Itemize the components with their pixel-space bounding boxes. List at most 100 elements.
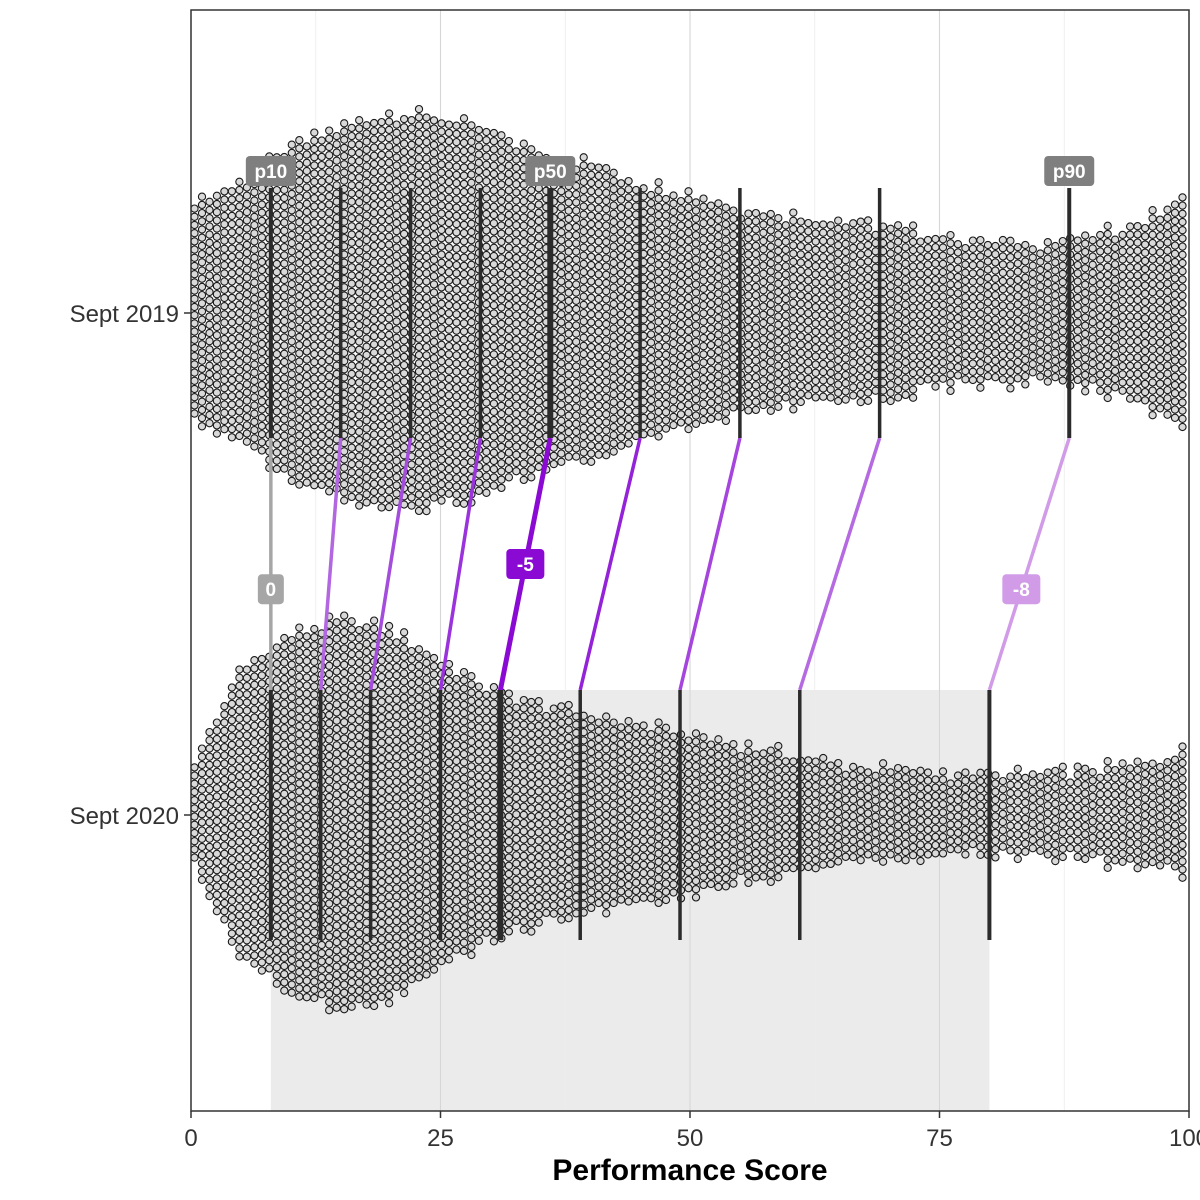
data-point xyxy=(594,302,603,312)
data-point xyxy=(901,292,910,301)
data-point xyxy=(1148,296,1157,305)
data-point xyxy=(714,199,723,208)
data-point xyxy=(489,186,499,195)
data-point xyxy=(250,327,259,336)
data-point xyxy=(384,224,394,233)
data-point xyxy=(422,433,431,442)
data-point xyxy=(257,704,267,713)
data-point xyxy=(295,332,304,342)
data-point xyxy=(579,308,588,318)
data-point xyxy=(429,214,439,223)
data-point xyxy=(362,984,371,993)
data-point xyxy=(1125,255,1135,264)
data-point xyxy=(340,882,349,891)
data-point xyxy=(616,236,626,245)
data-point xyxy=(691,411,701,420)
data-point xyxy=(197,801,207,811)
data-point xyxy=(557,310,566,319)
data-point xyxy=(414,285,424,294)
data-point xyxy=(616,310,626,319)
data-point xyxy=(699,399,708,408)
data-point xyxy=(265,947,274,957)
data-point xyxy=(1096,345,1105,354)
data-point xyxy=(340,939,349,948)
data-point xyxy=(557,219,566,229)
data-point xyxy=(257,364,267,373)
data-point xyxy=(220,416,229,426)
data-point xyxy=(355,945,364,955)
data-point xyxy=(280,464,289,473)
data-point xyxy=(519,303,528,312)
data-point xyxy=(235,689,244,699)
data-point xyxy=(579,284,588,293)
data-point xyxy=(310,756,319,765)
data-point xyxy=(527,300,536,310)
data-point xyxy=(1163,344,1172,354)
data-point xyxy=(751,389,761,398)
data-point xyxy=(369,192,379,201)
data-point xyxy=(197,851,207,860)
data-point xyxy=(916,335,925,345)
data-point xyxy=(280,633,289,643)
data-point xyxy=(1058,376,1067,385)
data-point xyxy=(459,376,469,385)
data-point xyxy=(1118,386,1127,395)
data-point xyxy=(355,173,364,182)
data-point xyxy=(721,342,731,352)
data-point xyxy=(302,158,311,167)
data-point xyxy=(302,952,311,961)
data-point xyxy=(205,419,214,428)
data-point xyxy=(1178,340,1187,350)
data-point xyxy=(893,327,903,337)
data-point xyxy=(849,235,858,244)
data-point xyxy=(429,222,439,232)
data-point xyxy=(467,154,476,163)
data-point xyxy=(991,250,1000,259)
data-point xyxy=(519,246,528,255)
data-point xyxy=(572,231,581,240)
data-point xyxy=(295,341,304,350)
data-point xyxy=(564,222,573,232)
data-point xyxy=(841,338,850,347)
data-point xyxy=(369,127,379,136)
data-point xyxy=(706,258,716,268)
data-point xyxy=(272,317,281,326)
data-point xyxy=(280,773,289,782)
data-point xyxy=(242,437,252,446)
data-point xyxy=(362,647,371,657)
data-point xyxy=(384,240,394,249)
data-point xyxy=(826,335,835,345)
data-point xyxy=(796,233,805,243)
data-point xyxy=(280,382,289,391)
data-point xyxy=(519,377,528,386)
data-point xyxy=(579,440,588,449)
data-point xyxy=(572,337,581,346)
data-point xyxy=(317,324,326,334)
data-point xyxy=(1096,362,1105,371)
data-point xyxy=(923,326,933,335)
data-point xyxy=(744,250,753,259)
data-point xyxy=(729,231,738,240)
data-point xyxy=(287,726,296,735)
data-point xyxy=(826,360,835,369)
data-point xyxy=(1170,364,1180,373)
data-point xyxy=(325,719,334,728)
data-point xyxy=(235,829,244,838)
data-point xyxy=(310,300,319,309)
data-point xyxy=(759,269,768,278)
data-point xyxy=(280,325,289,334)
data-point xyxy=(968,269,978,278)
data-point xyxy=(257,216,267,226)
data-point xyxy=(923,301,933,310)
data-point xyxy=(272,366,281,375)
data-point xyxy=(347,418,356,428)
data-point xyxy=(527,341,536,351)
data-point xyxy=(946,321,955,330)
data-point xyxy=(437,348,446,358)
data-point xyxy=(235,763,244,773)
data-point xyxy=(519,188,528,198)
data-point xyxy=(242,339,252,348)
data-point xyxy=(991,364,1000,374)
data-point xyxy=(1178,332,1187,341)
data-point xyxy=(1133,345,1142,354)
